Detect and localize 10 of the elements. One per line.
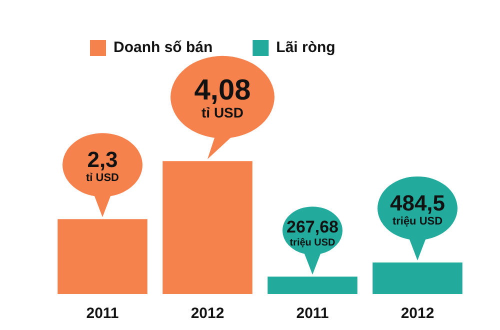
data-label: 484,5 triệu USD xyxy=(390,190,446,228)
legend-label: Lãi ròng xyxy=(276,39,336,56)
x-tick-label: 2012 xyxy=(400,305,434,322)
legend-label: Doanh số bán xyxy=(114,39,213,56)
x-tick-label: 2012 xyxy=(190,305,224,322)
data-label: 2,3 tỉ USD xyxy=(86,147,120,184)
data-label: 267,68 triệu USD xyxy=(286,218,338,249)
data-label: 4,08 tỉ USD xyxy=(194,74,251,121)
x-tick-label: 2011 xyxy=(296,305,329,322)
x-tick-label: 2011 xyxy=(86,305,119,322)
